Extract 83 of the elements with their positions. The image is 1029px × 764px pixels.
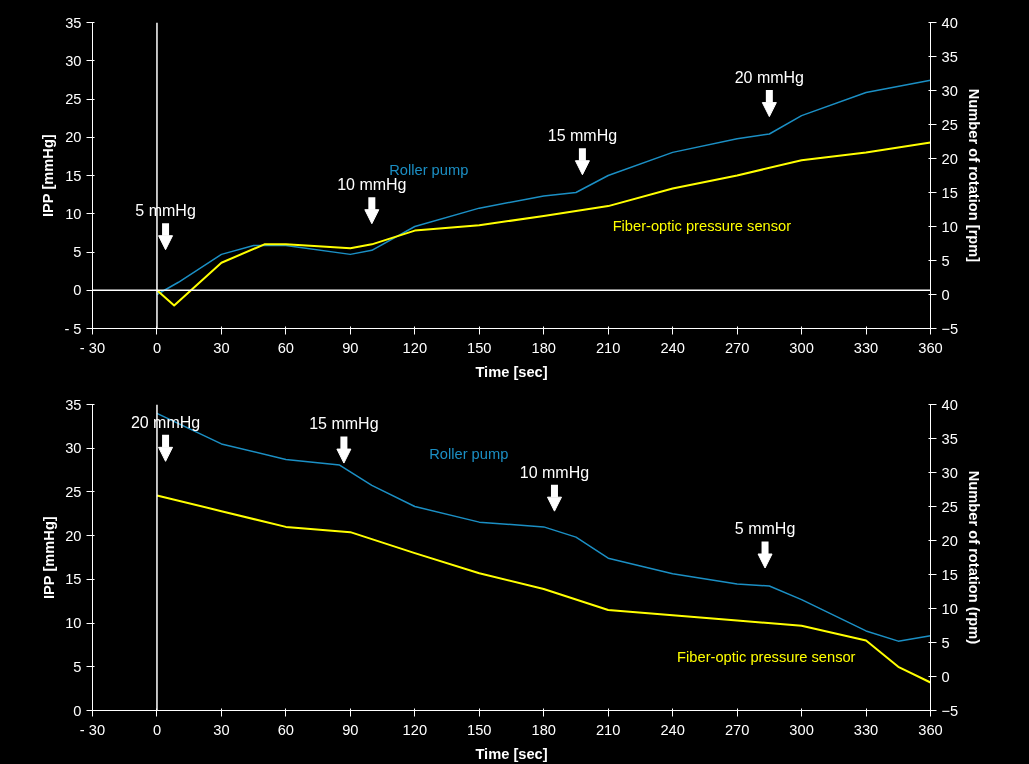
- y2-tick-label: 35: [941, 48, 958, 65]
- y-tick-label: 5: [73, 244, 82, 260]
- x-tick-label: 120: [402, 339, 428, 356]
- x-tick-label: 150: [467, 721, 492, 738]
- y-tick-label: 15: [65, 571, 82, 588]
- x-tick-label: 330: [853, 339, 879, 356]
- x-tick-label: - 30: [79, 339, 106, 356]
- y2-tick-label: 10: [941, 218, 958, 235]
- annotation: 15 mmHg: [547, 127, 618, 145]
- x-tick-label: 120: [402, 721, 428, 738]
- y2-axis-title: Number of rotation (rpm): [966, 470, 983, 645]
- y2-tick-label: 5: [941, 252, 950, 269]
- y2-tick-label: 20: [941, 532, 958, 549]
- y2-tick-label: −5: [941, 702, 959, 719]
- y2-tick-label: 40: [941, 396, 958, 413]
- y2-tick-label: 30: [941, 82, 958, 99]
- y2-tick-label: 10: [941, 600, 958, 617]
- y2-tick-label: 0: [941, 668, 950, 685]
- y2-tick-label: 15: [941, 566, 958, 583]
- x-tick-label: 270: [724, 721, 750, 738]
- y-axis-title: IPP [mmHg]: [41, 516, 58, 600]
- y2-tick-label: 0: [941, 286, 950, 303]
- annotation: 10 mmHg: [337, 176, 407, 194]
- y2-tick-label: 30: [941, 464, 958, 481]
- x-tick-label: 330: [853, 721, 879, 738]
- x-tick-label: 210: [595, 339, 621, 356]
- y2-tick-label: −5: [941, 320, 959, 337]
- annotation: 5 mmHg: [734, 520, 796, 538]
- x-tick-label: 60: [277, 339, 295, 356]
- x-tick-label: 30: [213, 339, 230, 356]
- annotation: 10 mmHg: [519, 463, 590, 481]
- y-tick-label: - 5: [64, 320, 82, 337]
- x-tick-label: 180: [531, 721, 556, 738]
- line-series: [156, 412, 931, 642]
- x-tick-label: 90: [342, 721, 359, 738]
- x-tick-label: 210: [595, 721, 621, 738]
- y-tick-label: 20: [65, 527, 82, 544]
- y2-tick-label: 25: [941, 498, 958, 515]
- x-axis-title: Time [sec]: [475, 363, 548, 380]
- x-tick-label: 30: [213, 721, 230, 738]
- annotation: 20 mmHg: [734, 69, 805, 86]
- y-tick-label: 15: [65, 167, 82, 184]
- y-tick-label: 30: [65, 52, 82, 69]
- line-series: [155, 494, 931, 684]
- x-tick-label: 300: [789, 339, 814, 356]
- text: Roller pump: [389, 162, 469, 179]
- y-tick-label: 25: [65, 91, 82, 107]
- x-tick-label: - 30: [79, 721, 106, 738]
- x-tick-label: 360: [918, 721, 943, 738]
- y-tick-label: 0: [73, 282, 82, 299]
- y-tick-label: 10: [65, 205, 82, 222]
- x-tick-label: 240: [660, 721, 685, 738]
- x-axis-title: Time [sec]: [475, 745, 548, 762]
- series-label: Fiber-optic pressure sensor: [612, 217, 792, 234]
- y-tick-label: 35: [65, 396, 82, 413]
- y-tick-label: 35: [65, 14, 82, 31]
- text: Roller pump: [429, 446, 509, 463]
- series-label: Fiber-optic pressure sensor: [677, 649, 856, 666]
- x-tick-label: 300: [789, 721, 814, 738]
- y2-tick-label: 25: [941, 116, 958, 133]
- y-tick-label: 20: [65, 129, 82, 146]
- x-tick-label: 180: [531, 339, 556, 356]
- x-tick-label: 90: [342, 339, 359, 356]
- annotation: 15 mmHg: [309, 415, 379, 433]
- x-tick-label: 360: [918, 339, 943, 356]
- y-tick-label: 0: [73, 702, 82, 719]
- y-tick-label: 30: [65, 440, 82, 457]
- x-tick-label: 270: [724, 339, 750, 356]
- y-axis-title: IPP [mmHg]: [40, 134, 57, 218]
- x-tick-label: 0: [152, 339, 162, 356]
- y2-tick-label: 15: [941, 184, 958, 201]
- y2-axis-title: Number of rotation [rpm]: [966, 88, 983, 263]
- y2-tick-label: 35: [941, 430, 958, 447]
- x-tick-label: 60: [277, 721, 295, 738]
- y-tick-label: 10: [65, 615, 82, 632]
- y-tick-label: 5: [73, 658, 82, 675]
- y2-tick-label: 5: [941, 634, 950, 651]
- x-tick-label: 0: [152, 721, 162, 738]
- x-tick-label: 240: [660, 339, 685, 356]
- y2-tick-label: 40: [941, 14, 958, 31]
- y2-tick-label: 20: [941, 150, 958, 167]
- x-tick-label: 150: [467, 339, 492, 356]
- y-tick-label: 25: [65, 483, 82, 500]
